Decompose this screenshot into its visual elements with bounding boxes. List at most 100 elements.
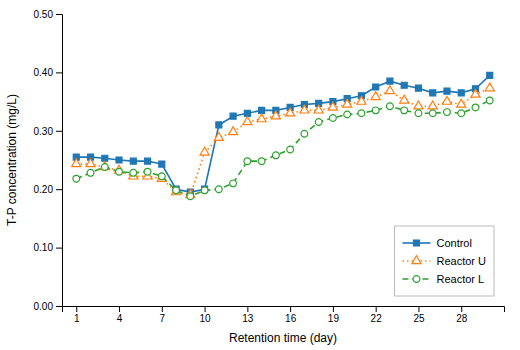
point (243, 117, 252, 125)
point (442, 96, 451, 104)
point (116, 157, 122, 163)
tick-mark (56, 131, 62, 132)
series-line (76, 88, 489, 195)
x-axis-title: Retention time (day) (229, 331, 337, 345)
point (458, 90, 464, 96)
point (371, 92, 380, 100)
tick-label: 22 (371, 313, 383, 324)
tick-mark (205, 306, 206, 312)
point (102, 155, 108, 161)
point (87, 169, 94, 176)
tick-mark (290, 306, 291, 312)
point (486, 97, 493, 104)
legend-marker (413, 240, 419, 246)
point (172, 187, 181, 195)
point (400, 95, 409, 103)
point (230, 113, 236, 119)
tick-mark (376, 306, 377, 312)
tick: 10 (200, 306, 212, 324)
point (257, 114, 266, 122)
point (230, 180, 237, 187)
x-axis: 14710131619222528 (63, 306, 505, 324)
tick-label: 0.50 (34, 9, 54, 20)
point (159, 161, 165, 167)
point (414, 101, 423, 109)
tick: 0.20 (34, 184, 62, 195)
tick-mark (461, 306, 462, 312)
point (328, 102, 337, 110)
series-line (76, 75, 489, 192)
point (485, 83, 494, 91)
axis-line (63, 307, 505, 313)
tick: 7 (160, 306, 166, 324)
point (214, 133, 223, 141)
series-line (76, 100, 489, 196)
point (130, 169, 137, 176)
point (86, 159, 95, 167)
point (259, 107, 265, 113)
point (73, 175, 80, 182)
point (487, 72, 493, 78)
point (271, 111, 280, 119)
point (314, 105, 323, 113)
tick-mark (162, 306, 163, 312)
tick: 1 (74, 306, 80, 324)
point (158, 173, 165, 180)
tick-label: 0.40 (34, 67, 54, 78)
point (272, 152, 279, 159)
tick-label: 0.30 (34, 126, 54, 137)
point (429, 110, 436, 117)
tick: 0.50 (34, 9, 62, 20)
tick-mark (56, 14, 62, 15)
series (73, 72, 492, 195)
tick: 22 (371, 306, 383, 324)
tick: 4 (117, 306, 123, 324)
point (229, 127, 238, 135)
legend: ControlReactor UReactor L (394, 226, 494, 296)
point (373, 84, 379, 90)
point (287, 146, 294, 153)
legend-label: Reactor U (436, 255, 486, 267)
tick-label: 0.10 (34, 242, 54, 253)
tick-mark (56, 306, 62, 307)
point (216, 122, 222, 128)
tick-mark (56, 248, 62, 249)
point (415, 85, 421, 91)
y-axis: 0.00 0.10 0.20 0.30 0.40 0.50 (34, 9, 63, 312)
point (472, 104, 479, 111)
tick-label: 19 (328, 313, 340, 324)
point (357, 96, 366, 104)
tick-label: 28 (456, 313, 468, 324)
point (444, 88, 450, 94)
tick: 0.10 (34, 242, 62, 253)
plot: 147101316192225280.000.100.200.300.400.5… (34, 9, 505, 324)
point (344, 111, 351, 118)
point (173, 187, 180, 194)
point (457, 99, 466, 107)
tick-mark (418, 306, 419, 312)
tick-label: 16 (285, 313, 297, 324)
point (200, 147, 209, 155)
tick-mark (119, 306, 120, 312)
point (444, 109, 451, 116)
tick-label: 4 (117, 313, 123, 324)
point (315, 119, 322, 126)
point (301, 130, 308, 137)
axis-line (56, 15, 63, 307)
point (258, 158, 265, 165)
tick-label: 1 (74, 313, 80, 324)
chart: 147101316192225280.000.100.200.300.400.5… (0, 0, 520, 350)
point (130, 158, 136, 164)
tick-mark (333, 306, 334, 312)
tick: 28 (456, 306, 468, 324)
point (385, 86, 394, 94)
point (187, 193, 194, 200)
point (201, 187, 208, 194)
point (100, 162, 109, 170)
point (145, 158, 151, 164)
tick: 19 (328, 306, 340, 324)
point (428, 101, 437, 109)
point (300, 105, 309, 113)
tick: 0.00 (34, 301, 62, 312)
tick-mark (56, 72, 62, 73)
